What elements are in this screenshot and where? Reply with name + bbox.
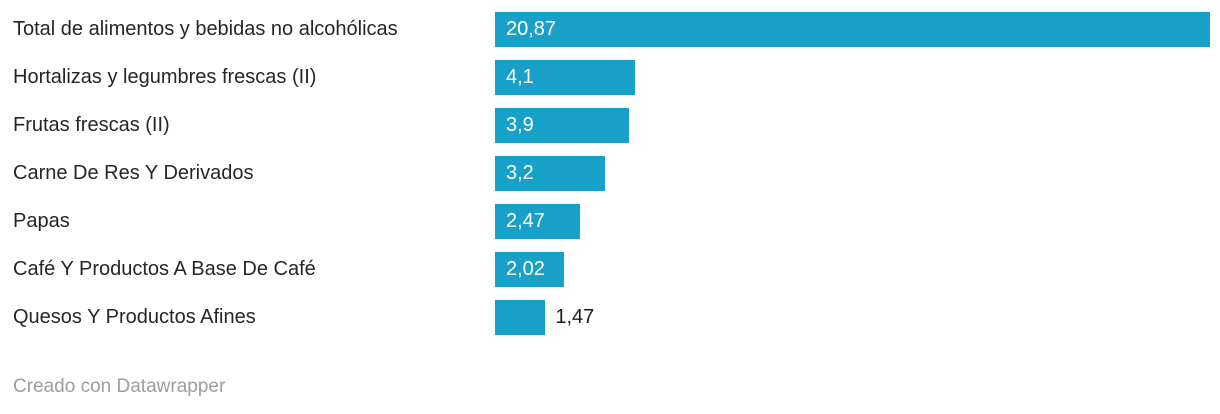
bar-rows: Total de alimentos y bebidas no alcohóli… [13,12,1210,335]
category-label: Quesos Y Productos Afines [13,306,256,328]
bar-area: 1,47 [495,300,1210,335]
category-label: Total de alimentos y bebidas no alcohóli… [13,18,398,40]
bar [495,300,546,335]
value-label: 2,47 [506,210,545,232]
bar-row: Total de alimentos y bebidas no alcohóli… [13,12,1210,47]
bar-area: 20,87 [495,12,1210,47]
datawrapper-credit-link[interactable]: Creado con Datawrapper [13,376,226,397]
bar: 20,87 [495,12,1210,47]
bar-row: Papas 2,47 [13,204,1210,239]
category-label: Frutas frescas (II) [13,114,170,136]
bar-row: Frutas frescas (II) 3,9 [13,108,1210,143]
bar: 3,2 [495,156,605,191]
category-label: Papas [13,210,70,232]
bar-area: 2,02 [495,252,1210,287]
category-label: Hortalizas y legumbres frescas (II) [13,66,317,88]
bar-row: Carne De Res Y Derivados 3,2 [13,156,1210,191]
bar-chart: Total de alimentos y bebidas no alcohóli… [13,12,1210,335]
bar-area: 4,1 [495,60,1210,95]
bar: 4,1 [495,60,636,95]
bar-area: 3,2 [495,156,1210,191]
bar: 2,02 [495,252,565,287]
category-label: Carne De Res Y Derivados [13,162,254,184]
bar: 2,47 [495,204,580,239]
value-label: 20,87 [506,18,557,40]
value-label: 4,1 [506,66,534,88]
category-label: Café Y Productos A Base De Café [13,258,316,280]
value-label: 3,2 [506,162,534,184]
bar-row: Hortalizas y legumbres frescas (II) 4,1 [13,60,1210,95]
bar-area: 3,9 [495,108,1210,143]
bar-row: Quesos Y Productos Afines 1,47 [13,300,1210,335]
value-label: 2,02 [506,258,545,280]
value-label: 1,47 [555,306,595,328]
bar: 3,9 [495,108,629,143]
bar-row: Café Y Productos A Base De Café 2,02 [13,252,1210,287]
value-label: 3,9 [506,114,534,136]
bar-area: 2,47 [495,204,1210,239]
